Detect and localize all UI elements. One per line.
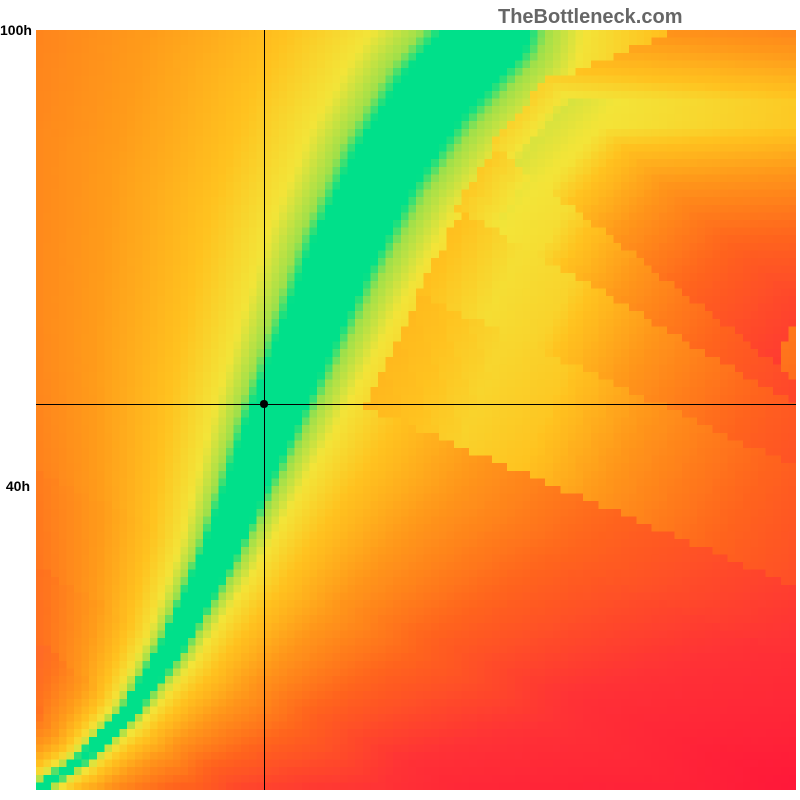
watermark-text: TheBottleneck.com	[498, 6, 682, 29]
y-tick-100-label: 100h	[0, 22, 32, 38]
heatmap-plot	[36, 30, 796, 790]
chart-stage: 40h 100h TheBottleneck.com	[0, 0, 800, 800]
crosshair-overlay	[36, 30, 796, 790]
y-tick-40: 40h	[0, 478, 30, 494]
y-tick-40-label: 40h	[6, 478, 30, 494]
y-tick-100: 100h	[0, 22, 30, 38]
watermark-label: TheBottleneck.com	[498, 6, 682, 28]
